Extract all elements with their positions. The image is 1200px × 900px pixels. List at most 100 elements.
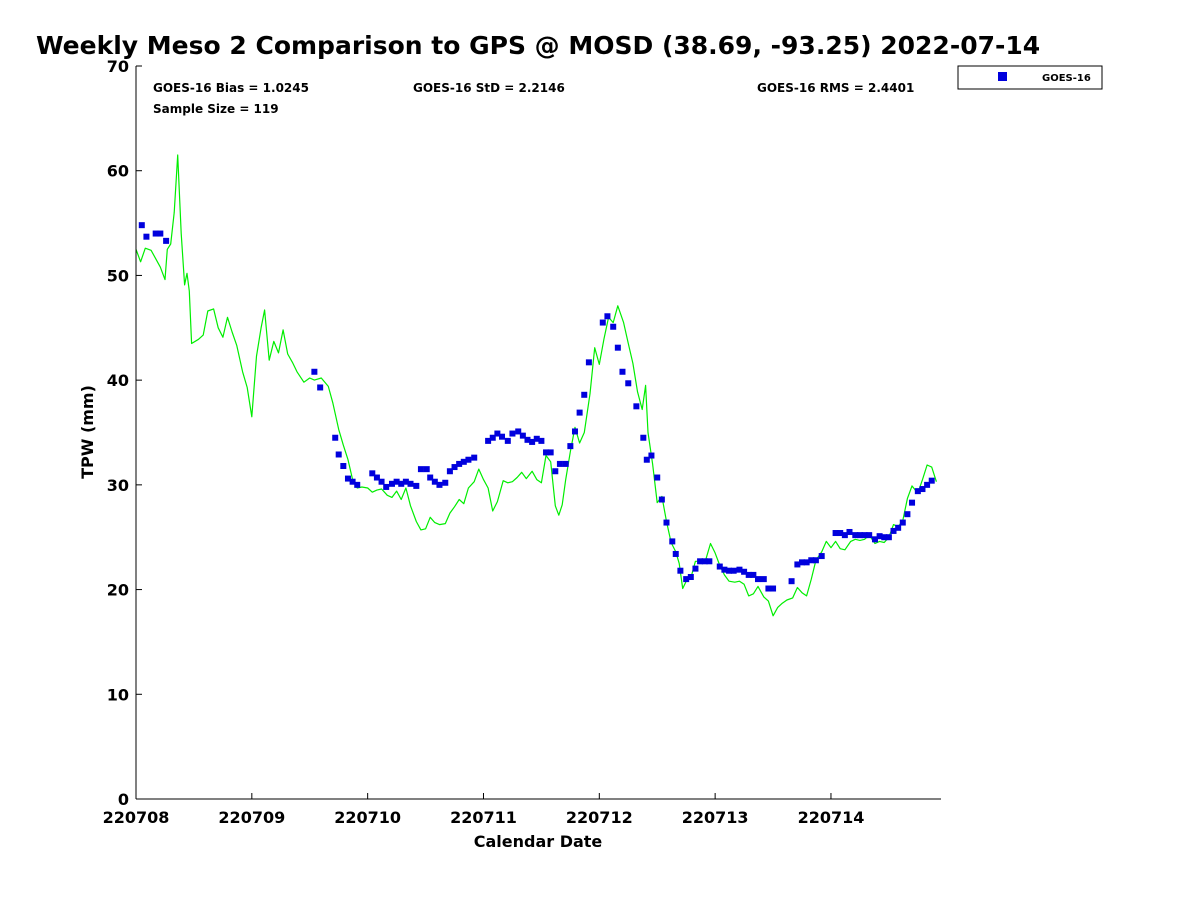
goes16-point: [599, 319, 606, 326]
goes16-point: [640, 434, 647, 441]
goes16-point: [770, 585, 777, 592]
goes16-point: [837, 530, 844, 537]
goes16-point: [909, 499, 916, 506]
goes16-point: [928, 477, 935, 484]
goes16-point: [754, 576, 761, 583]
goes16-point: [866, 532, 873, 539]
goes16-point: [335, 451, 342, 458]
y-tick-label: 10: [107, 685, 129, 704]
goes16-point: [760, 576, 767, 583]
y-tick-label: 50: [107, 266, 129, 285]
goes16-point: [547, 449, 554, 456]
goes16-point: [581, 391, 588, 398]
y-tick-label: 40: [107, 371, 129, 390]
goes16-point: [794, 561, 801, 568]
goes16-point: [417, 466, 424, 473]
x-tick-label: 220712: [566, 808, 633, 827]
goes16-point: [633, 403, 640, 410]
y-axis-ticks: 0 10 20 30 40 50 60 70: [107, 57, 142, 809]
goes16-point: [852, 532, 859, 539]
goes16-point: [504, 437, 511, 444]
legend-box: [957, 65, 1103, 90]
goes16-point: [808, 557, 815, 564]
rms-stat: GOES-16 RMS = 2.4401: [757, 81, 914, 95]
goes16-point: [625, 380, 632, 387]
goes16-point: [881, 534, 888, 541]
goes16-point: [619, 368, 626, 375]
goes16-point: [543, 449, 550, 456]
goes16-point: [914, 488, 921, 495]
goes16-point: [683, 576, 690, 583]
goes16-point: [721, 566, 728, 573]
goes16-point: [460, 458, 467, 465]
y-tick-label: 70: [107, 57, 129, 76]
goes16-point: [509, 430, 516, 437]
goes16-point: [311, 368, 318, 375]
goes16-point: [846, 528, 853, 535]
goes16-point: [446, 468, 453, 475]
goes16-point: [643, 456, 650, 463]
goes16-point: [383, 483, 390, 490]
goes16-point: [471, 454, 478, 461]
goes16-point: [919, 486, 926, 493]
x-tick-label: 220713: [682, 808, 749, 827]
goes16-point: [423, 466, 430, 473]
goes16-point: [340, 463, 347, 470]
goes16-point: [812, 557, 819, 564]
goes16-point: [442, 479, 449, 486]
goes16-point: [157, 230, 164, 237]
goes16-point: [803, 559, 810, 566]
y-tick-label: 60: [107, 162, 129, 181]
goes16-point: [706, 558, 713, 565]
goes16-point: [716, 563, 723, 570]
goes16-point: [427, 474, 434, 481]
y-tick-label: 20: [107, 581, 129, 600]
goes16-point: [538, 437, 545, 444]
goes16-point: [669, 538, 676, 545]
goes16-point: [529, 438, 536, 445]
std-stat: GOES-16 StD = 2.2146: [413, 81, 565, 95]
goes16-series: [138, 222, 935, 592]
x-tick-label: 220714: [798, 808, 865, 827]
goes16-point: [899, 519, 906, 526]
goes16-point: [614, 344, 621, 351]
plot-area: [135, 154, 937, 617]
goes16-point: [369, 470, 376, 477]
goes16-point: [163, 237, 170, 244]
goes16-point: [885, 534, 892, 541]
goes16-point: [489, 434, 496, 441]
goes16-point: [556, 460, 563, 467]
goes16-point: [499, 433, 506, 440]
x-axis-ticks: 220708 220709 220710 220711 220712 220713 2207…: [103, 793, 865, 827]
goes16-point: [562, 460, 569, 467]
goes16-point: [788, 578, 795, 585]
goes16-point: [456, 460, 463, 467]
y-tick-label: 30: [107, 476, 129, 495]
goes16-point: [413, 482, 420, 489]
goes16-point: [604, 313, 611, 320]
goes16-point: [701, 558, 708, 565]
x-axis-label: Calendar Date: [474, 832, 603, 851]
goes16-point: [876, 533, 883, 540]
goes16-point: [726, 567, 733, 574]
goes16-point: [658, 496, 665, 503]
goes16-point: [856, 532, 863, 539]
bias-stat: GOES-16 Bias = 1.0245: [153, 81, 309, 95]
goes16-point: [585, 359, 592, 366]
goes16-point: [152, 230, 159, 237]
goes16-point: [143, 233, 150, 240]
goes16-point: [451, 464, 458, 471]
goes16-point: [648, 452, 655, 459]
goes16-point: [344, 475, 351, 482]
goes16-point: [741, 568, 748, 575]
goes16-point: [765, 585, 772, 592]
goes16-point: [871, 536, 878, 543]
y-tick-label: 0: [118, 790, 129, 809]
goes16-point: [398, 480, 405, 487]
x-tick-label: 220710: [334, 808, 401, 827]
chart-title: Weekly Meso 2 Comparison to GPS @ MOSD (…: [36, 31, 1040, 60]
goes16-point: [576, 409, 583, 416]
goes16-point: [485, 437, 492, 444]
goes16-point: [515, 428, 522, 435]
goes16-point: [519, 432, 526, 439]
